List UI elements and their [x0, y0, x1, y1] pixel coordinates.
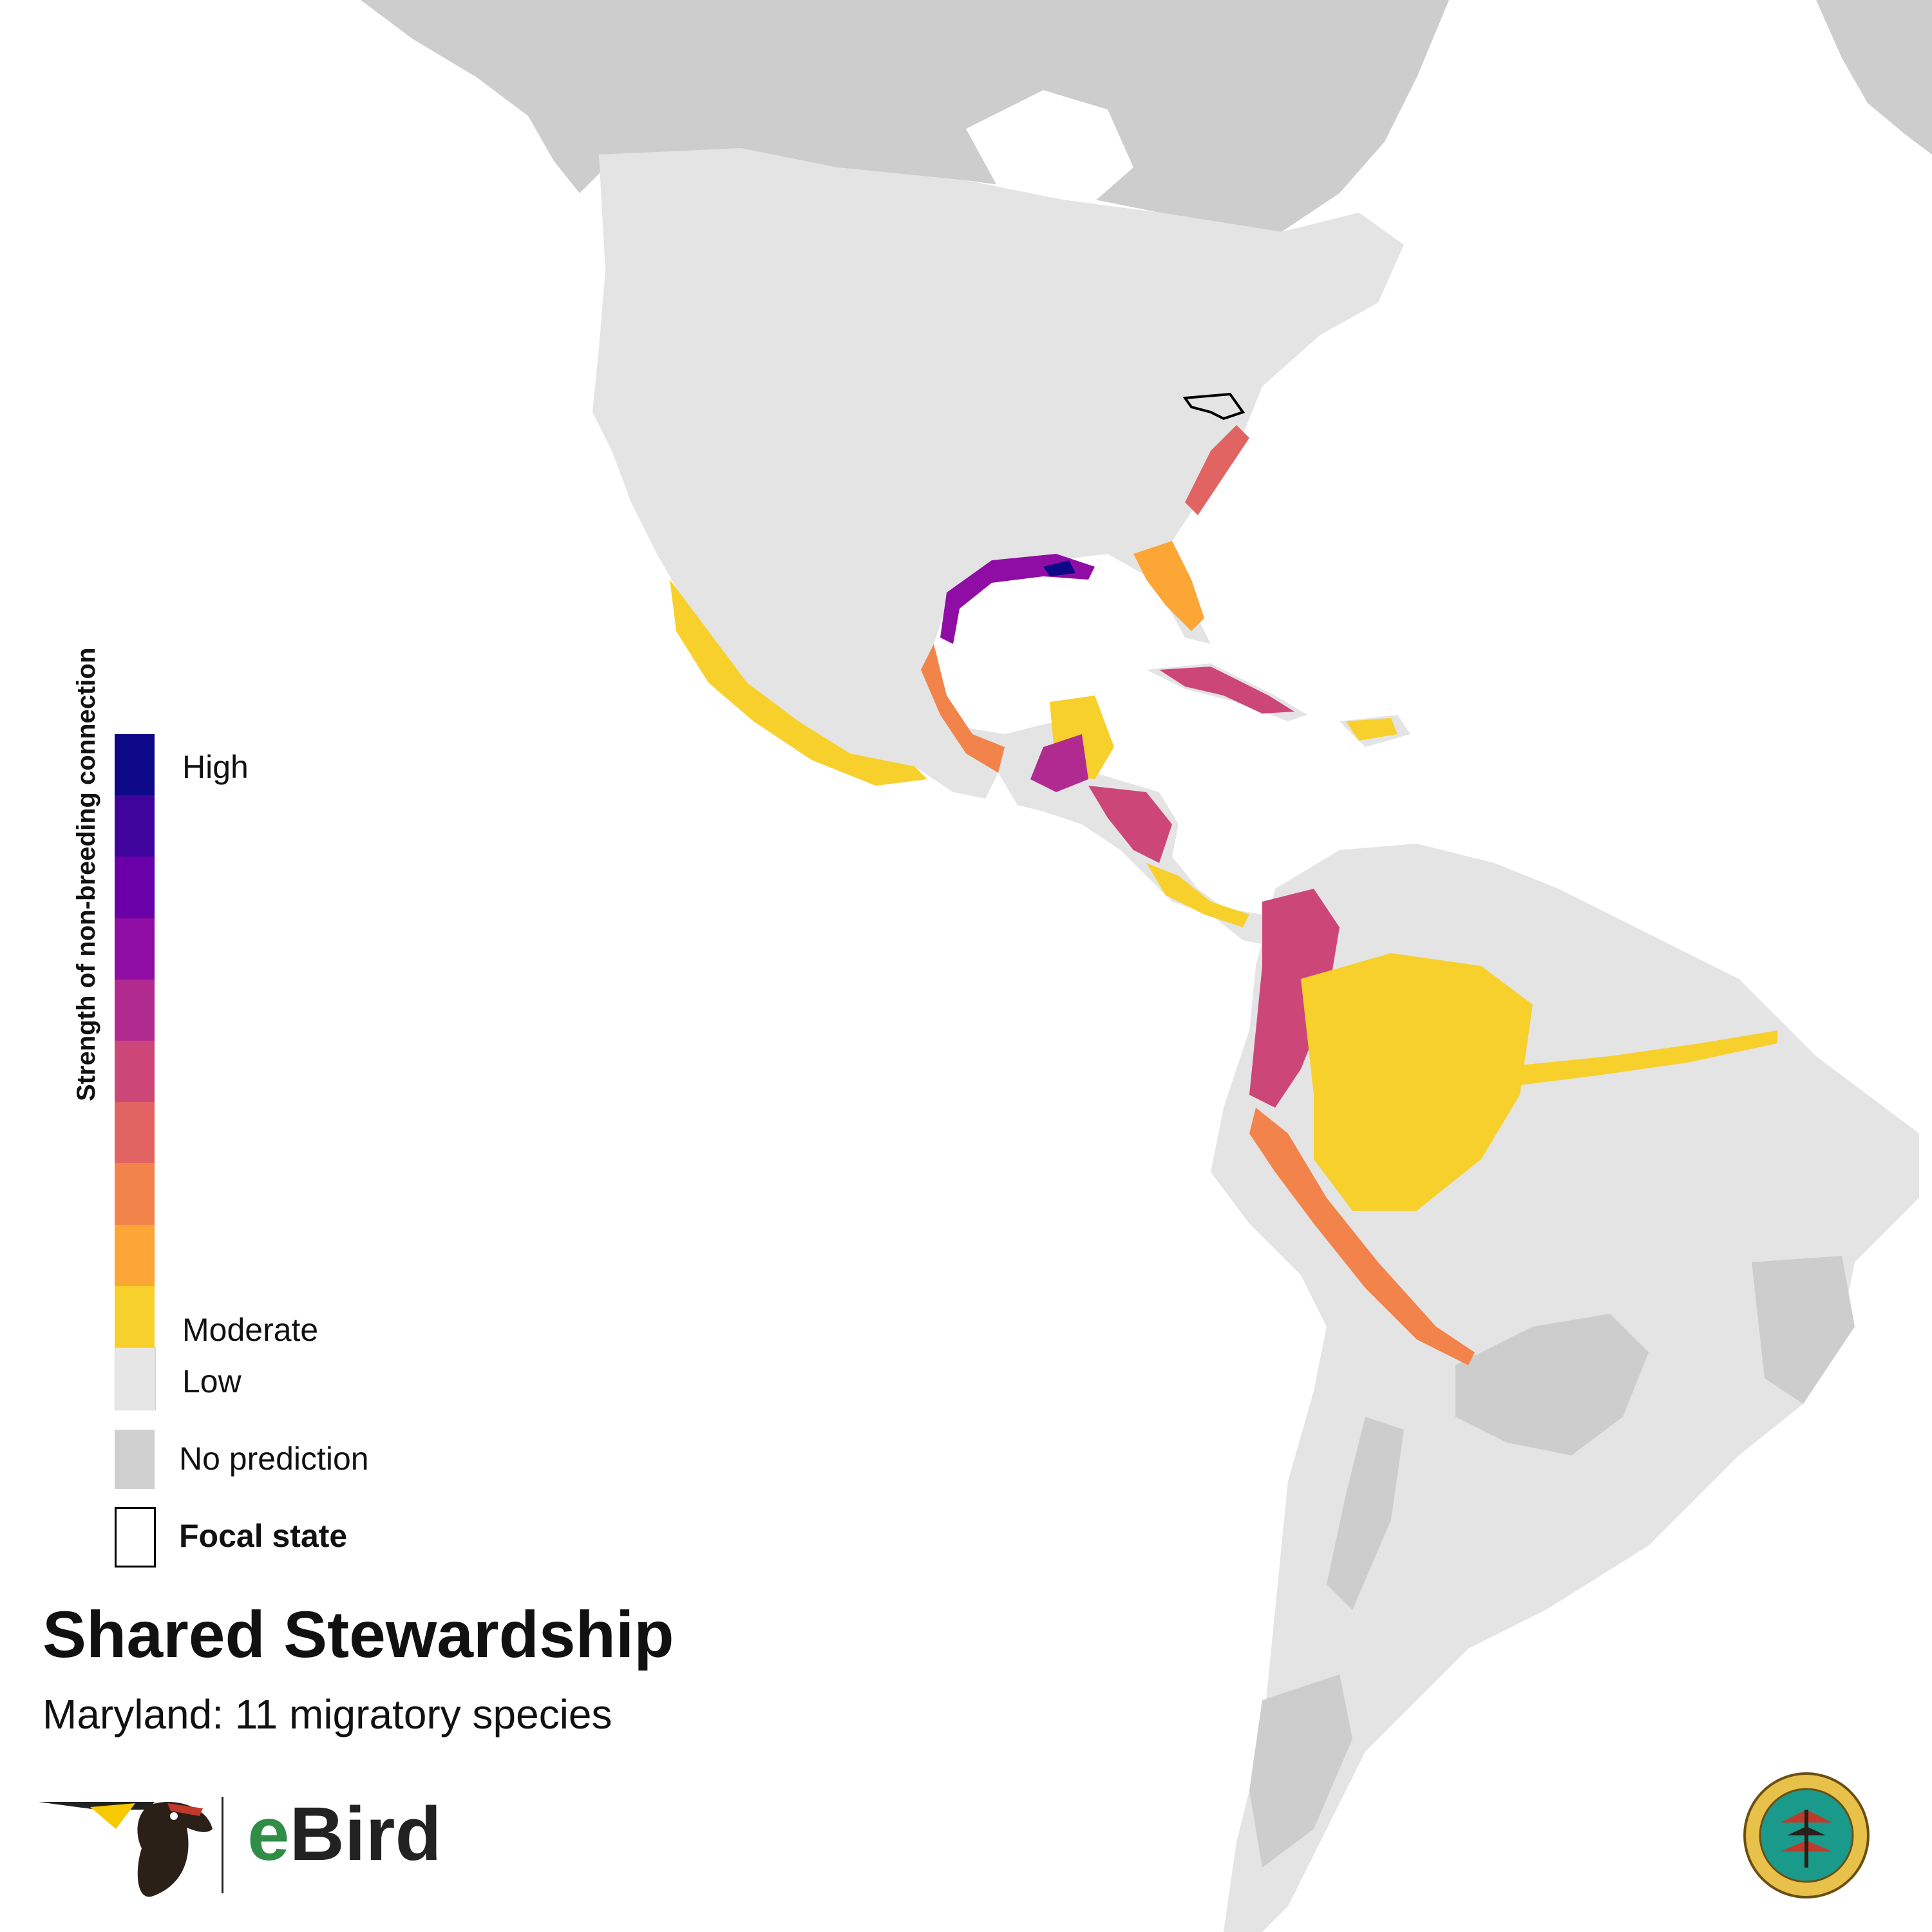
- land-no-prediction-andes: [1327, 1417, 1404, 1610]
- legend-scale-step: [115, 1224, 155, 1287]
- legend-moderate-label: Moderate: [182, 1312, 319, 1348]
- legend-scale-step: [115, 979, 155, 1041]
- connection-costa-rica-panama: [1146, 863, 1249, 927]
- connection-gulf-coast-high: [1043, 560, 1075, 576]
- land-greenland: [1816, 0, 1932, 155]
- legend-scale-step: [115, 795, 155, 857]
- connection-amazon: [1301, 953, 1533, 1211]
- connection-amazon-river: [1481, 1030, 1777, 1088]
- legend-no-prediction-label: No prediction: [179, 1441, 369, 1477]
- legend-low-label: Low: [182, 1363, 242, 1399]
- land-arctic-canada: [361, 0, 1449, 232]
- land-no-prediction-east-brazil: [1752, 1256, 1855, 1404]
- connection-andes-north: [1249, 889, 1340, 1108]
- legend-axis-title: Strength of non-breeding connection: [72, 647, 100, 1101]
- legend-low-swatch: [115, 1347, 156, 1410]
- connection-andes-south: [1249, 1108, 1475, 1365]
- focal-state-maryland: [1182, 392, 1245, 421]
- legend-no-prediction-swatch: [115, 1430, 155, 1489]
- legend-scale-step: [115, 1102, 155, 1164]
- legend-high-label: High: [182, 749, 249, 785]
- connection-mexico-west: [670, 580, 927, 786]
- partners-in-flight-seal: [1743, 1772, 1870, 1899]
- legend-focal-state-swatch: [115, 1507, 156, 1567]
- ebird-logo-mark: [39, 1802, 213, 1897]
- land-north-america: [592, 148, 1404, 799]
- page-subtitle: Maryland: 11 migratory species: [43, 1691, 612, 1738]
- legend-scale-step: [115, 1285, 155, 1348]
- land-no-prediction-patagonia: [1249, 1674, 1352, 1868]
- legend-scale-step: [115, 1163, 155, 1226]
- ebird-wordmark: eBird: [247, 1792, 442, 1877]
- connection-cuba: [1159, 667, 1294, 714]
- connection-florida: [1133, 541, 1204, 631]
- land-no-prediction-chaco: [1455, 1314, 1649, 1455]
- land-hudson-bay: [966, 90, 1133, 213]
- legend-focal-state-label: Focal state: [179, 1518, 348, 1554]
- ebird-divider: [222, 1797, 223, 1893]
- connection-hispaniola: [1346, 718, 1397, 741]
- page-title: Shared Stewardship: [43, 1598, 674, 1671]
- connection-east-coast: [1185, 425, 1249, 515]
- legend-scale-step: [115, 857, 155, 919]
- connection-gulf-coast: [940, 554, 1095, 644]
- connection-honduras: [1088, 786, 1172, 863]
- legend-scale-step: [115, 734, 155, 796]
- connection-guatemala: [1030, 734, 1088, 792]
- connection-mexico-east: [921, 644, 1005, 773]
- legend-scale-step: [115, 918, 155, 980]
- legend-scale-step: [115, 1041, 155, 1103]
